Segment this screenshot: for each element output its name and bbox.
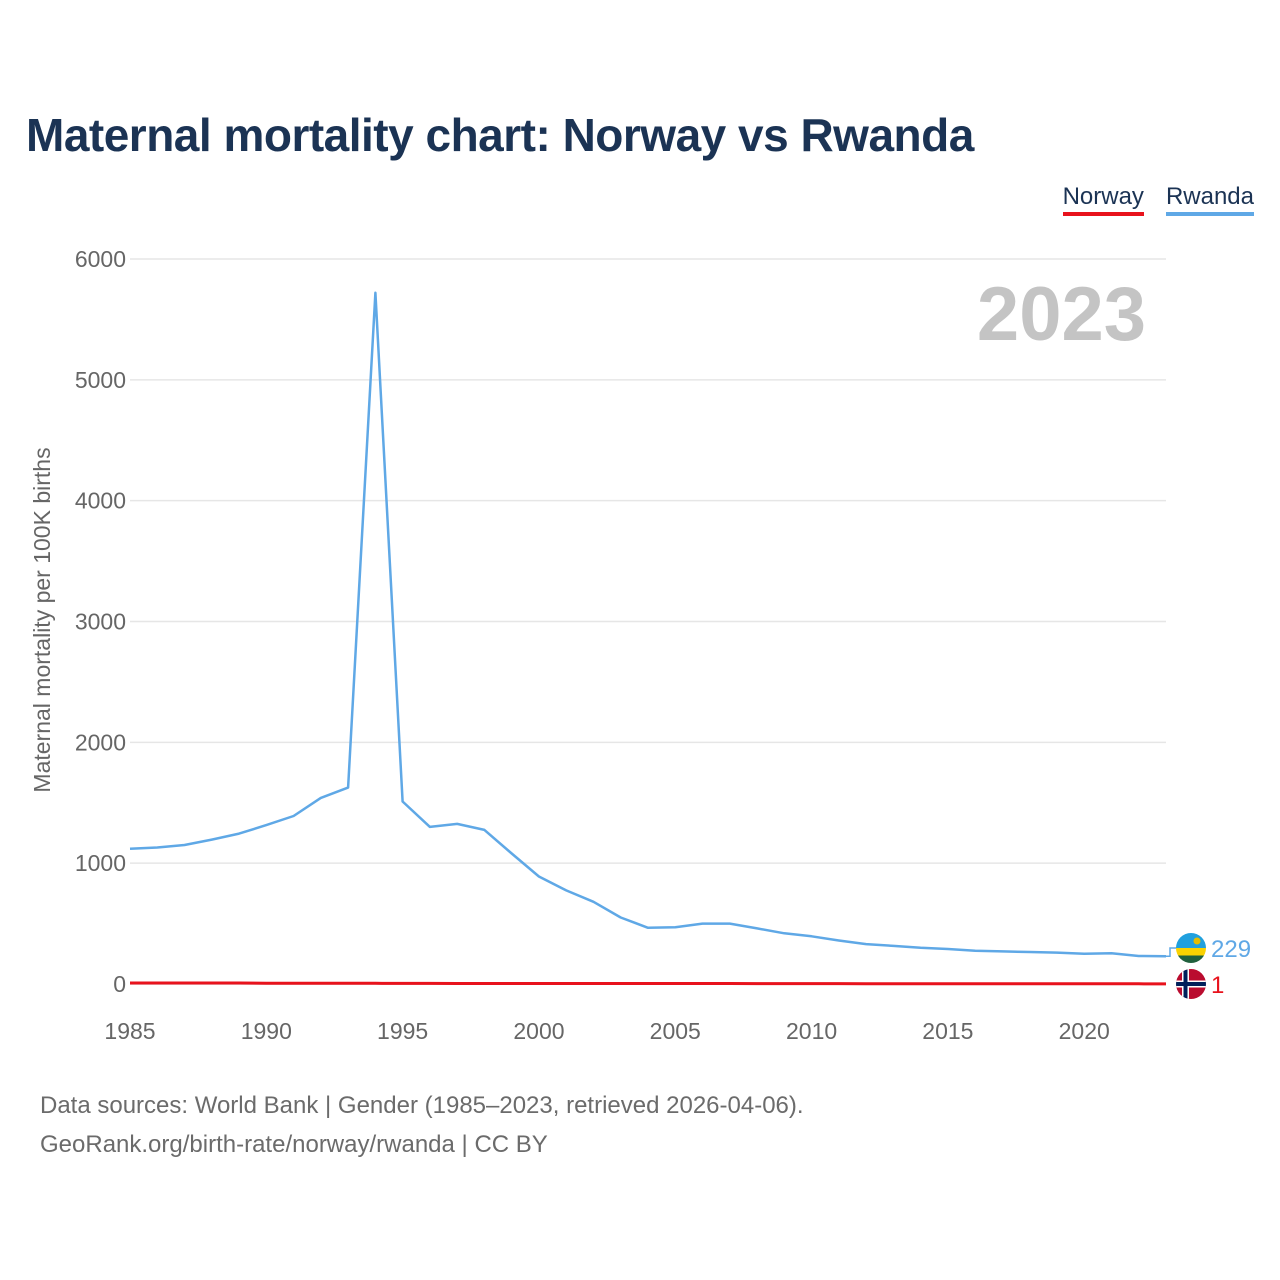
series-line-norway[interactable] [130, 981, 1167, 986]
year-watermark: 2023 [977, 272, 1146, 357]
y-tick-label-1000: 1000 [75, 850, 126, 876]
y-tick-labels: 0 1000 2000 3000 4000 5000 6000 [75, 246, 126, 997]
line-chart: 0 1000 2000 3000 4000 5000 6000 1985 1990 1995 20… [29, 246, 1251, 1044]
y-tick-label-0: 0 [113, 971, 126, 997]
y-tick-label-3000: 3000 [75, 609, 126, 635]
x-tick-label-1995: 1995 [377, 1018, 428, 1044]
x-tick-label-1985: 1985 [104, 1018, 155, 1044]
grid-lines [130, 258, 1166, 985]
x-tick-label-2010: 2010 [786, 1018, 837, 1044]
series-lines [129, 291, 1167, 986]
norway-flag-icon [1176, 969, 1206, 999]
y-tick-label-4000: 4000 [75, 488, 126, 514]
y-tick-label-5000: 5000 [75, 367, 126, 393]
x-tick-label-2020: 2020 [1059, 1018, 1110, 1044]
x-tick-label-2000: 2000 [513, 1018, 564, 1044]
legend-item-norway[interactable]: Norway [1062, 184, 1144, 216]
y-tick-label-6000: 6000 [75, 246, 126, 272]
legend-item-rwanda[interactable]: Rwanda [1165, 184, 1254, 216]
y-tick-label-2000: 2000 [75, 729, 126, 755]
x-tick-labels: 1985 1990 1995 2000 2005 2010 2015 2020 [104, 1018, 1109, 1044]
footer: Data sources: World Bank | Gender (1985–… [40, 1086, 804, 1164]
x-tick-label-1990: 1990 [241, 1018, 292, 1044]
y-axis-label: Maternal mortality per 100K births [29, 447, 55, 792]
end-label-rwanda: 229 [1211, 936, 1251, 963]
series-line-rwanda[interactable] [129, 291, 1167, 958]
x-tick-label-2005: 2005 [650, 1018, 701, 1044]
end-connector-rwanda [1166, 947, 1177, 958]
end-label-norway: 1 [1211, 972, 1224, 999]
footer-credit: GeoRank.org/birth-rate/norway/rwanda | C… [40, 1131, 548, 1158]
chart-title: Maternal mortality chart: Norway vs Rwan… [26, 109, 974, 161]
rwanda-flag-icon [1176, 933, 1206, 963]
footer-sources: Data sources: World Bank | Gender (1985–… [40, 1092, 804, 1119]
legend: Norway Rwanda [1062, 184, 1254, 216]
x-tick-label-2015: 2015 [922, 1018, 973, 1044]
